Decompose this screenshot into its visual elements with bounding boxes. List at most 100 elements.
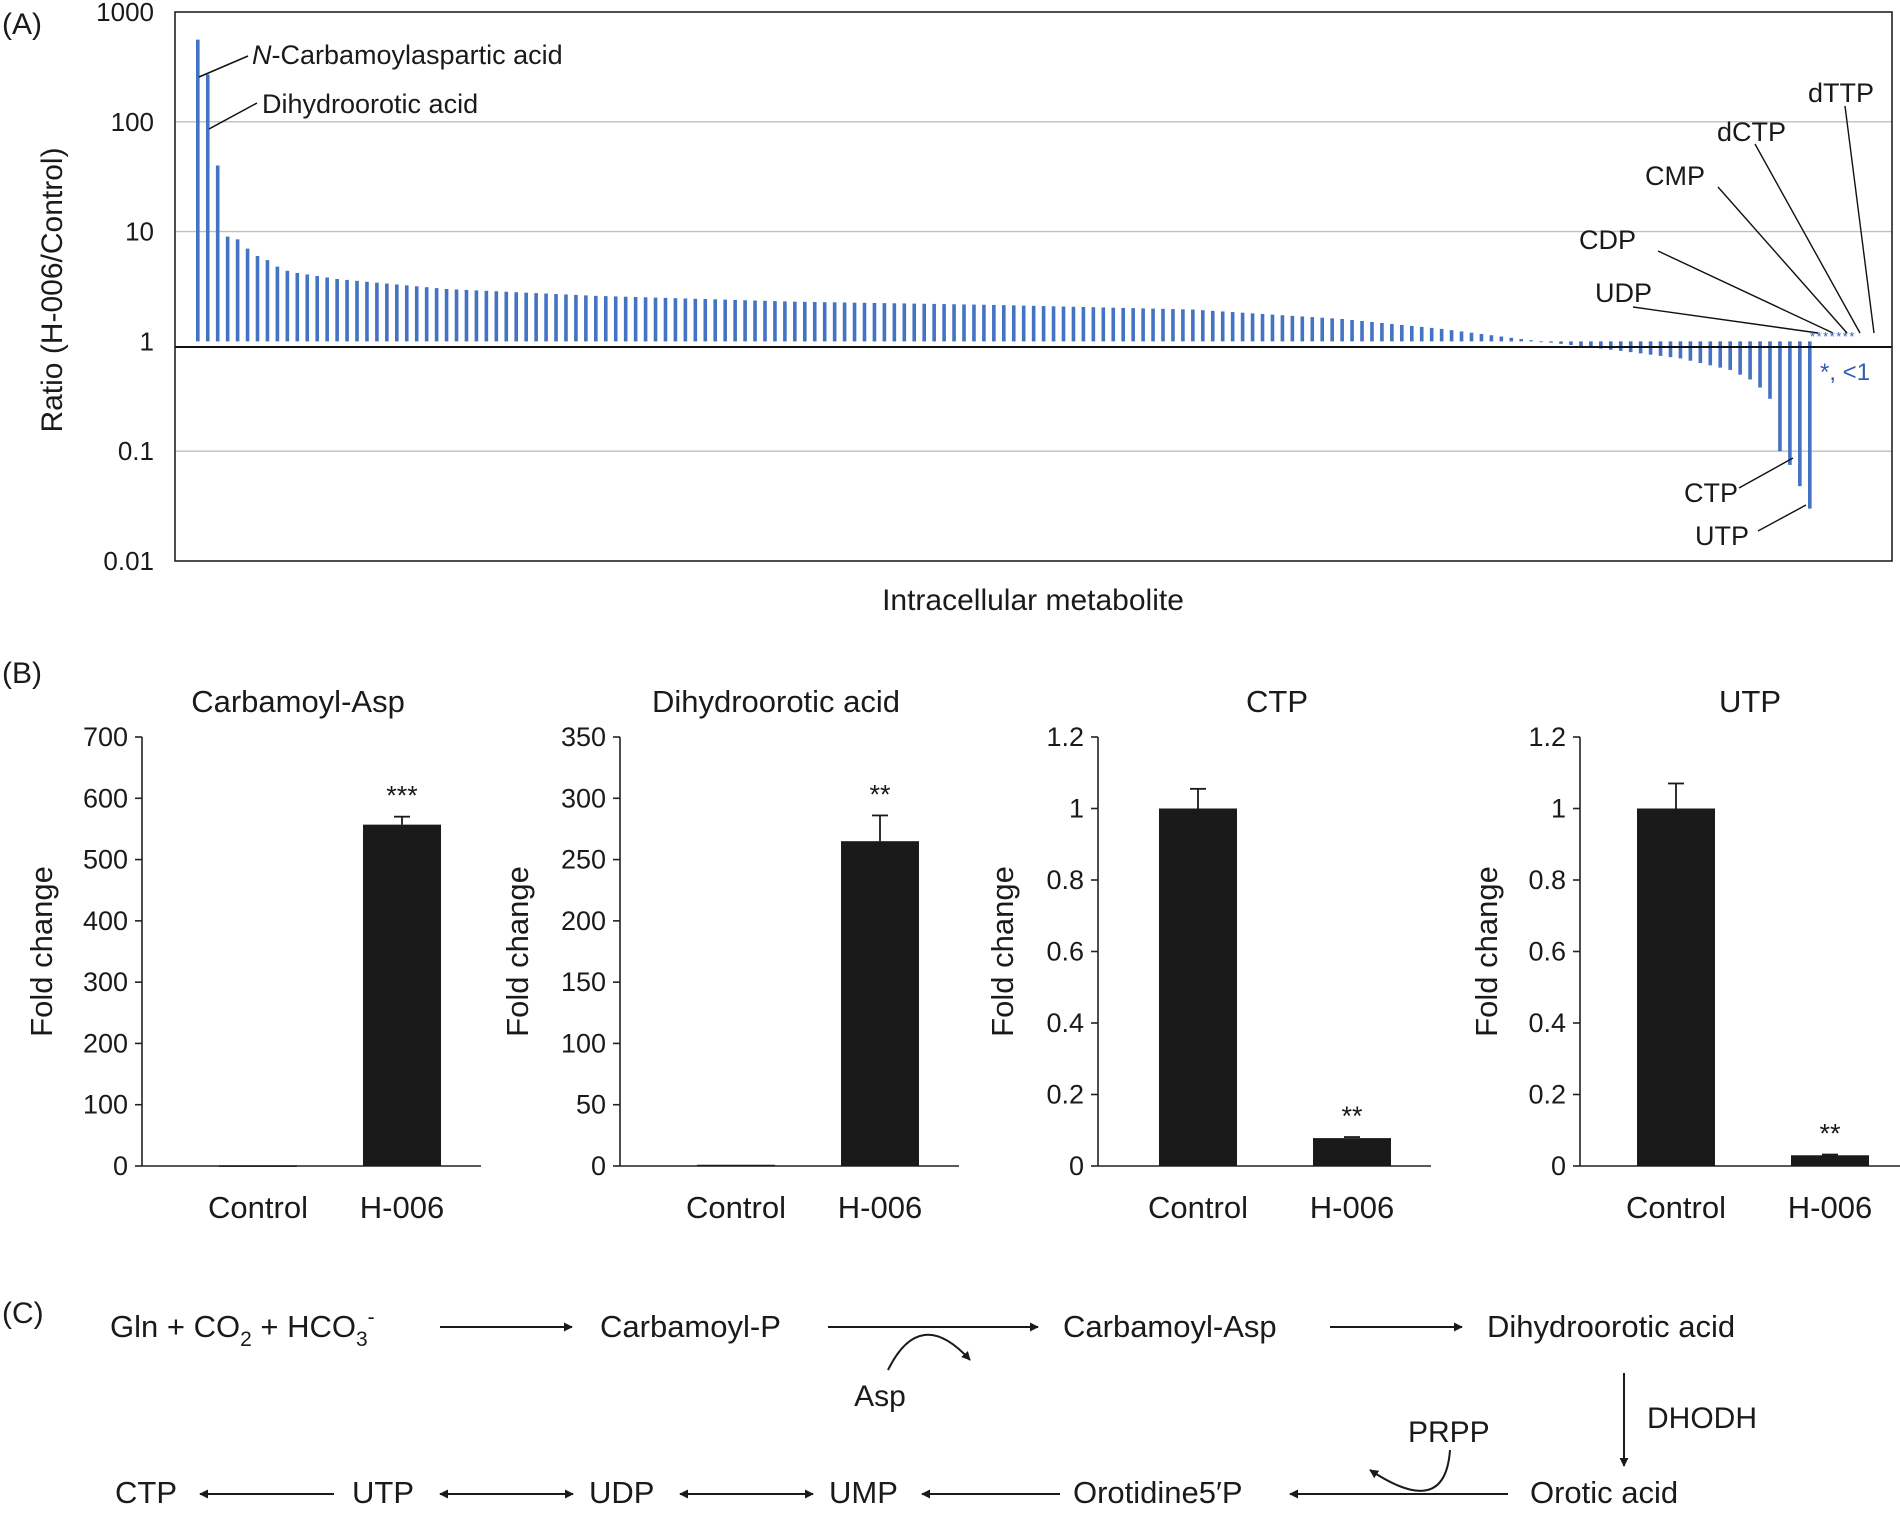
metabolite-bar <box>1549 341 1553 343</box>
metabolite-bar <box>584 295 588 342</box>
metabolite-bar <box>395 284 399 342</box>
metabolite-bar <box>932 303 936 342</box>
x-category-label: Control <box>686 1190 786 1225</box>
metabolite-bar <box>1260 313 1265 342</box>
metabolite-bar <box>663 297 668 342</box>
metabolite-bar <box>514 292 519 342</box>
metabolite-bar <box>1181 309 1185 342</box>
y-tick-label: 1.2 <box>1528 722 1566 752</box>
metabolite-bar <box>1519 339 1524 342</box>
metabolite-bar <box>1400 324 1404 342</box>
metabolite-bar <box>862 302 867 342</box>
panel-b-chart-2: Dihydroorotic acid Fold change 0 50 100 150 20… <box>500 684 959 1225</box>
metabolite-bar <box>1370 321 1374 342</box>
metabolite-bar <box>892 303 897 342</box>
x-category-label: H-006 <box>360 1190 444 1225</box>
metabolite-bar <box>1668 341 1673 358</box>
metabolite-bar <box>1240 312 1245 342</box>
node-prpp: PRPP <box>1408 1416 1490 1449</box>
metabolite-bar <box>315 275 320 342</box>
y-tick-label: 500 <box>83 845 128 875</box>
callout-line-udp <box>1632 306 1819 334</box>
metabolite-bar <box>345 279 349 342</box>
metabolite-bar <box>594 295 598 342</box>
metabolite-bar <box>713 299 718 342</box>
metabolite-bar <box>1509 337 1514 342</box>
x-category-label: Control <box>1148 1190 1248 1225</box>
y-tick-label: 0.6 <box>1046 937 1084 967</box>
label-dihydroorotic: Dihydroorotic acid <box>208 89 478 130</box>
y-tick-label: 300 <box>561 783 606 813</box>
metabolite-bar <box>1658 341 1663 356</box>
y-tick-label: 300 <box>83 967 128 997</box>
metabolite-bar <box>1778 341 1782 452</box>
metabolite-bar <box>1589 341 1593 348</box>
metabolite-bar <box>1011 305 1016 342</box>
y-tick-label: 250 <box>561 845 606 875</box>
metabolite-bar <box>1230 312 1235 342</box>
metabolite-bar <box>733 299 737 342</box>
metabolite-bar <box>1290 315 1295 342</box>
y-tick-label: 1 <box>1069 794 1084 824</box>
callout-line-cdp <box>1657 250 1834 334</box>
metabolite-bar <box>613 296 618 342</box>
metabolite-bar <box>822 302 827 342</box>
metabolite-bar <box>972 304 976 342</box>
metabolite-bar <box>1320 317 1325 342</box>
node-ctp: CTP <box>115 1475 177 1510</box>
metabolite-bar <box>643 297 648 342</box>
panel-a-plot-frame <box>174 11 1893 562</box>
metabolite-bar <box>703 299 708 342</box>
panel-a-y-tick-labels: 0.01 0.1 1 10 100 1000 <box>96 0 154 576</box>
y-tick-label: 150 <box>561 967 606 997</box>
metabolite-bar <box>325 277 329 342</box>
metabolite-bar <box>1579 341 1583 347</box>
metabolite-bar <box>355 280 359 342</box>
panel-a-y-axis-label: Ratio (H-006/Control) <box>36 147 69 432</box>
metabolite-bar <box>1360 320 1364 342</box>
metabolite-bar <box>1728 341 1732 370</box>
metabolite-bar <box>793 301 797 342</box>
panel-b-chart-4: UTP Fold change 0 0.2 0.4 0.6 0.8 1 1.2 Control **… <box>1469 684 1900 1225</box>
asp-curved-arrow <box>887 1334 971 1371</box>
metabolite-bar <box>832 302 837 342</box>
callout-dttp: dTTP <box>1808 78 1874 108</box>
below-detection-note: *, <1 <box>1820 359 1870 386</box>
metabolite-bar <box>1161 308 1165 342</box>
metabolite-bar <box>1718 341 1723 368</box>
metabolite-bar <box>653 297 658 342</box>
metabolite-bar <box>623 296 628 342</box>
metabolite-bar <box>484 290 489 342</box>
callout-line-dctp <box>1754 143 1861 334</box>
panel-label-b: (B) <box>2 657 42 690</box>
metabolite-bar <box>1459 331 1464 342</box>
bar-h-006 <box>1791 1155 1869 1166</box>
panel-a-bars <box>196 39 1812 509</box>
metabolite-bar <box>1210 310 1215 342</box>
bar-h-006 <box>841 841 919 1166</box>
metabolite-bar <box>603 296 608 342</box>
y-axis-label: Fold change <box>24 866 59 1037</box>
metabolite-bar <box>534 293 538 342</box>
y-tick-label: 0.4 <box>1528 1008 1566 1038</box>
metabolite-bar <box>753 300 757 342</box>
metabolite-bar <box>1748 341 1752 380</box>
substrate-sup: - <box>368 1306 375 1329</box>
y-tick-label: 400 <box>83 906 128 936</box>
metabolite-bar <box>1469 332 1474 342</box>
metabolite-bar <box>1708 341 1713 366</box>
callout-line-utp <box>1757 504 1807 532</box>
y-tick-label: 1 <box>140 326 154 356</box>
metabolite-bar <box>1081 306 1086 342</box>
significance-mark: ** <box>1819 1119 1841 1149</box>
bar-control <box>1159 808 1237 1166</box>
metabolite-bar <box>375 282 379 342</box>
metabolite-bar <box>852 302 857 342</box>
bar-control <box>697 1164 775 1167</box>
y-axis-label: Fold change <box>985 866 1020 1037</box>
metabolite-bar <box>673 298 678 342</box>
metabolite-bar <box>1131 308 1135 342</box>
y-tick-label: 100 <box>83 1090 128 1120</box>
bar-h-006 <box>363 824 441 1166</box>
